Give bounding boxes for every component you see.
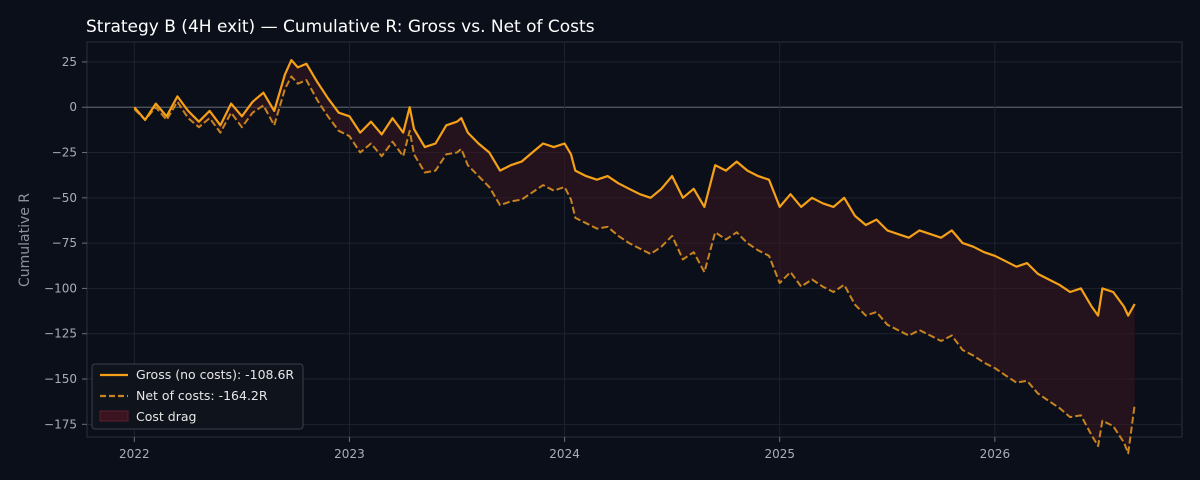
x-tick-label: 2025 [764, 447, 795, 461]
x-tick-label: 2026 [980, 447, 1011, 461]
x-tick-label: 2022 [119, 447, 150, 461]
y-tick-label: −150 [44, 372, 77, 386]
y-tick-label: 25 [62, 55, 77, 69]
legend-cost-drag-label: Cost drag [136, 409, 196, 424]
legend: Gross (no costs): -108.6R Net of costs: … [91, 363, 304, 430]
legend-cost-drag-swatch [99, 410, 129, 422]
cost-drag-area [134, 60, 1135, 454]
y-tick-label: −75 [52, 236, 77, 250]
y-tick-label: −125 [44, 327, 77, 341]
y-tick-label: 0 [69, 100, 77, 114]
gross-series-line [133, 58, 1136, 317]
y-axis: 25 0 −25 −50 −75 −100 −125 −150 −175 [44, 55, 87, 431]
net-series-line [133, 75, 1136, 455]
cost-drag-fill [134, 60, 1135, 454]
chart-title: Strategy B (4H exit) — Cumulative R: Gro… [86, 17, 595, 37]
y-axis-label: Cumulative R [17, 193, 33, 287]
y-tick-label: −100 [44, 281, 77, 295]
series-layer [133, 58, 1136, 455]
y-tick-label: −175 [44, 417, 77, 431]
legend-box [91, 363, 304, 430]
x-tick-label: 2024 [549, 447, 580, 461]
y-tick-label: −25 [52, 146, 77, 160]
x-axis: 2022 2023 2024 2025 2026 [119, 437, 1010, 461]
legend-net-label: Net of costs: -164.2R [136, 388, 268, 403]
y-tick-label: −50 [52, 191, 77, 205]
x-tick-label: 2023 [334, 447, 365, 461]
legend-gross-label: Gross (no costs): -108.6R [136, 367, 294, 382]
